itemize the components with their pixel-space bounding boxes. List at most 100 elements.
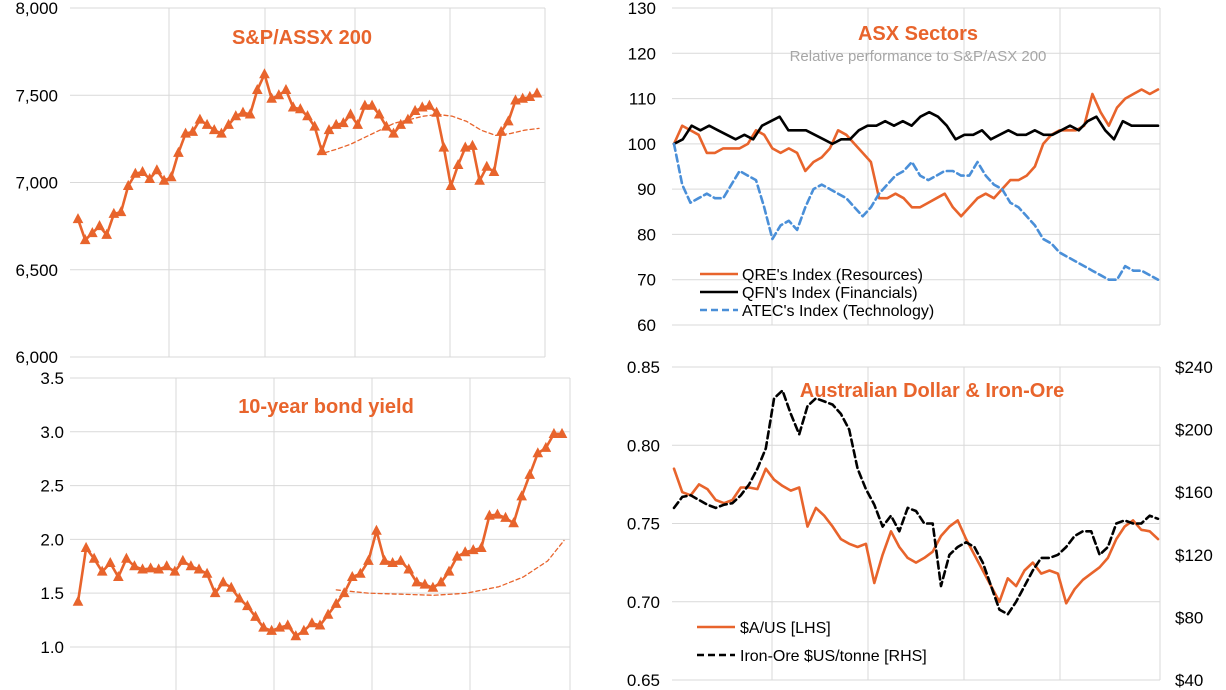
bond-data-point bbox=[443, 565, 455, 576]
asx200-data-point bbox=[302, 110, 313, 121]
bond-data-point bbox=[80, 541, 92, 552]
bond-ytick-label: 1.0 bbox=[40, 638, 64, 657]
aud-y2tick-label: $160 bbox=[1175, 483, 1213, 502]
bond-data-point bbox=[387, 556, 398, 568]
legend-label-aud: $A/US [LHS] bbox=[740, 620, 831, 637]
bond-data-point bbox=[508, 517, 519, 528]
bond-data-point bbox=[290, 630, 302, 641]
asx200-chart: 6,000 6,500 7,000 7,500 8,000 S&P/ASSX 200 bbox=[15, 0, 546, 367]
asx200-data-point bbox=[180, 127, 191, 138]
bond-data-point bbox=[258, 621, 269, 632]
bond-data-point bbox=[379, 554, 390, 565]
asx200-data-point bbox=[481, 160, 493, 171]
asx200-ytick-label: 6,000 bbox=[15, 348, 58, 367]
aud-ytick-label: 0.70 bbox=[627, 593, 660, 612]
bond-data-point bbox=[484, 509, 495, 520]
bond-data-point bbox=[96, 565, 108, 576]
asx200-data-point bbox=[524, 90, 536, 101]
asx200-data-point bbox=[87, 227, 98, 238]
bond-data-point bbox=[532, 447, 544, 458]
bond-data-point bbox=[185, 560, 197, 571]
bond-data-point bbox=[298, 624, 310, 635]
sectors-ytick-label: 120 bbox=[628, 44, 656, 63]
bond-data-point bbox=[411, 576, 423, 587]
bond-data-point bbox=[274, 621, 285, 632]
asx200-ytick-label: 7,000 bbox=[15, 174, 58, 193]
bond-data-point bbox=[338, 587, 350, 598]
aud-ytick-label: 0.75 bbox=[627, 515, 660, 534]
asx200-data-point bbox=[323, 124, 335, 135]
asx200-data-point bbox=[259, 68, 270, 79]
asx200-ytick-label: 8,000 bbox=[15, 0, 58, 18]
bond-series-1-line bbox=[335, 539, 565, 596]
bond-series-0-line bbox=[76, 432, 564, 638]
asx200-data-point bbox=[165, 171, 177, 182]
bond-ytick-label: 1.5 bbox=[40, 584, 64, 603]
bond-data-point bbox=[153, 563, 164, 574]
asx200-data-point bbox=[216, 127, 227, 138]
asx200-ytick-label: 6,500 bbox=[15, 261, 58, 280]
bond-data-point bbox=[145, 562, 156, 573]
asx200-data-point bbox=[144, 172, 156, 184]
asx-sectors-legend: QRE's Index (Resources) QFN's Index (Fin… bbox=[700, 267, 934, 320]
bond-ytick-label: 2.0 bbox=[40, 530, 64, 549]
bond-ytick-label: 2.5 bbox=[40, 477, 64, 496]
sectors-series-2-line bbox=[672, 142, 1160, 281]
bond-data-point bbox=[121, 552, 132, 563]
bond-data-point bbox=[209, 587, 221, 598]
asx200-data-point bbox=[409, 104, 421, 115]
asx200-data-point bbox=[388, 127, 399, 138]
asx200-data-point bbox=[273, 89, 285, 100]
legend-label-iron-ore: Iron-Ore $US/tonne [RHS] bbox=[740, 648, 927, 665]
asx200-data-point bbox=[316, 145, 328, 156]
bond-yield-title: 10-year bond yield bbox=[238, 396, 414, 418]
asx200-data-point bbox=[223, 118, 234, 129]
sectors-series-0-line bbox=[672, 88, 1160, 218]
asx200-data-point bbox=[115, 206, 127, 217]
asx200-data-point bbox=[94, 220, 105, 231]
asx200-data-point bbox=[474, 174, 485, 185]
asx200-data-point bbox=[208, 124, 220, 135]
asx200-data-point bbox=[366, 99, 378, 110]
sectors-ytick-label: 80 bbox=[637, 225, 656, 244]
bond-data-point bbox=[524, 468, 536, 479]
bond-data-point bbox=[476, 541, 487, 552]
asx-sectors-title: ASX Sectors bbox=[858, 23, 978, 45]
legend-label-technology: ATEC's Index (Technology) bbox=[742, 303, 934, 320]
asx200-data-point bbox=[359, 99, 371, 110]
bond-data-point bbox=[242, 600, 253, 611]
asx200-data-point bbox=[330, 118, 342, 129]
legend-label-financials: QFN's Index (Financials) bbox=[742, 285, 918, 302]
aud-series-1-line bbox=[672, 389, 1160, 616]
sectors-ytick-label: 110 bbox=[629, 90, 656, 109]
bond-ytick-label: 3.5 bbox=[40, 369, 64, 388]
asx200-data-point bbox=[158, 174, 170, 185]
asx200-data-point bbox=[395, 118, 407, 129]
aud-ytick-label: 0.85 bbox=[627, 358, 660, 377]
bond-data-point bbox=[322, 608, 334, 619]
sectors-ytick-label: 70 bbox=[637, 271, 656, 290]
sectors-ytick-label: 60 bbox=[637, 316, 656, 335]
bond-data-point bbox=[88, 552, 100, 563]
asx200-data-point bbox=[108, 207, 120, 218]
asx200-data-point bbox=[502, 115, 514, 126]
bond-data-point bbox=[355, 567, 366, 578]
asx200-data-point bbox=[294, 103, 306, 114]
asx200-data-point bbox=[287, 101, 299, 112]
aud-ytick-label: 0.65 bbox=[627, 671, 660, 690]
bond-data-point bbox=[217, 576, 229, 587]
bond-data-point bbox=[556, 427, 568, 438]
asx200-data-point bbox=[173, 146, 184, 157]
asx200-data-point bbox=[467, 139, 478, 150]
aud-iron-ore-chart: 0.65 0.70 0.75 0.80 0.85 $40 $80 $120 $160 $200 $… bbox=[627, 358, 1213, 690]
sectors-ytick-label: 100 bbox=[628, 135, 656, 154]
asx200-data-point bbox=[79, 234, 91, 245]
aud-iron-ore-legend: $A/US [LHS] Iron-Ore $US/tonne [RHS] bbox=[697, 620, 927, 665]
asx200-data-point bbox=[201, 118, 213, 129]
bond-data-point bbox=[467, 544, 479, 555]
asx200-data-point bbox=[251, 83, 263, 95]
bond-data-point bbox=[72, 595, 84, 606]
bond-ytick-label: 3.0 bbox=[40, 423, 64, 442]
bond-yield-chart: 1.0 1.5 2.0 2.5 3.0 3.5 10-year bond yield bbox=[40, 369, 571, 690]
